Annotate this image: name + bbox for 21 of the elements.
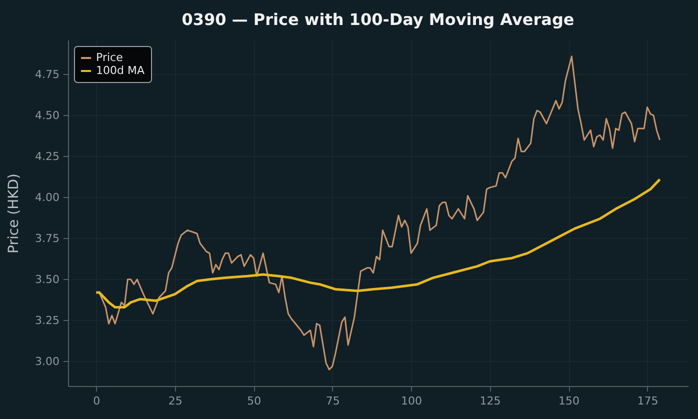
legend-label: 100d MA <box>96 64 145 77</box>
y-tick-label: 4.75 <box>35 68 60 81</box>
x-tick-label: 100 <box>401 394 422 408</box>
y-axis-title: Price (HKD) <box>6 173 22 254</box>
x-tick-label: 150 <box>558 394 580 408</box>
y-tick-label: 4.00 <box>35 190 60 204</box>
x-tick-label: 25 <box>168 394 182 408</box>
y-tick-label: 3.75 <box>35 232 60 245</box>
y-tick-label: 4.50 <box>35 108 60 122</box>
x-tick-label: 125 <box>480 394 501 408</box>
y-tick-label: 3.50 <box>35 272 60 286</box>
chart-title: 0390 — Price with 100-Day Moving Average <box>182 10 574 29</box>
x-tick-label: 175 <box>637 394 658 408</box>
y-tick-label: 3.00 <box>35 354 60 368</box>
y-tick-label: 3.25 <box>35 314 60 327</box>
x-tick-label: 75 <box>326 394 340 408</box>
legend-label: Price <box>96 51 124 64</box>
x-tick-label: 50 <box>247 394 262 408</box>
y-tick-label: 4.25 <box>35 150 60 163</box>
x-tick-label: 0 <box>93 394 100 408</box>
line-series <box>94 178 662 309</box>
